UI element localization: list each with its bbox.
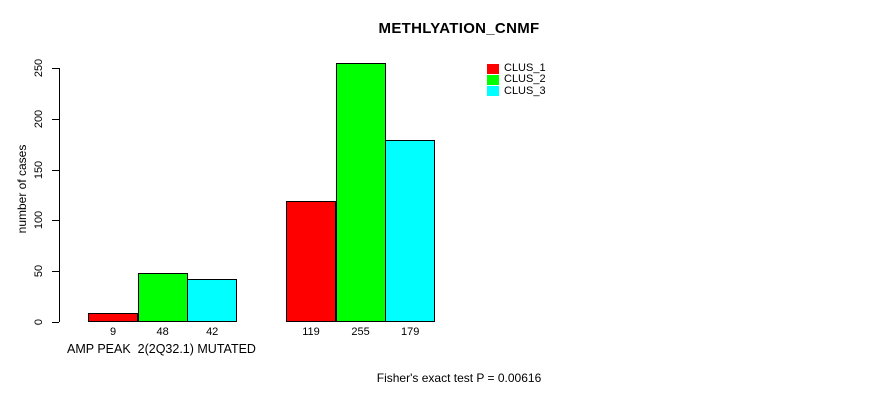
bar-clus_3-group1 [187,279,238,322]
legend-row: CLUS_3 [487,84,546,97]
chart-title: METHLYATION_CNMF [378,20,540,37]
bar-clus_2-group2 [335,62,386,322]
y-axis-tick-label: 250 [33,58,45,78]
y-axis-tick-label: 0 [33,318,45,326]
legend-row: CLUS_1 [487,63,546,74]
bar-value-label: 255 [351,326,370,338]
legend: CLUS_1 CLUS_2 CLUS_3 [487,63,546,97]
y-axis-tick [52,220,59,222]
y-axis-tick-label: 150 [33,160,45,179]
y-axis-tick [52,271,59,273]
y-axis-tick-label: 100 [33,211,45,230]
legend-label: CLUS_1 [504,62,546,75]
legend-label: CLUS_2 [504,73,546,86]
y-axis-label: number of cases [15,144,29,234]
legend-swatch-clus_3 [487,86,499,97]
y-axis-tick [52,68,59,69]
bar-value-label: 42 [206,326,219,338]
bar-clus_1-group2 [286,201,336,322]
legend-row: CLUS_2 [487,74,546,85]
fisher-test-caption: Fisher's exact test P = 0.00616 [376,371,542,385]
y-axis-line [59,68,60,322]
bar-value-label: 9 [109,326,117,338]
x-axis-group-label: AMP PEAK 2(2Q32.1) MUTATED [67,342,256,356]
bar-value-label: 48 [156,326,169,338]
legend-swatch-clus_1 [487,63,499,74]
legend-swatch-clus_2 [487,74,499,85]
bar-clus_2-group1 [137,273,188,322]
bar-value-label: 119 [302,326,320,338]
bar-value-label: 179 [401,326,420,338]
y-axis-tick [52,118,59,120]
legend-label: CLUS_3 [504,84,546,97]
bar-clus_1-group1 [88,312,138,322]
bar-clus_3-group2 [385,140,436,322]
y-axis-tick-label: 50 [33,265,45,278]
y-axis-tick [52,169,59,171]
y-axis-tick [52,322,59,323]
y-axis-tick-label: 200 [33,109,45,128]
